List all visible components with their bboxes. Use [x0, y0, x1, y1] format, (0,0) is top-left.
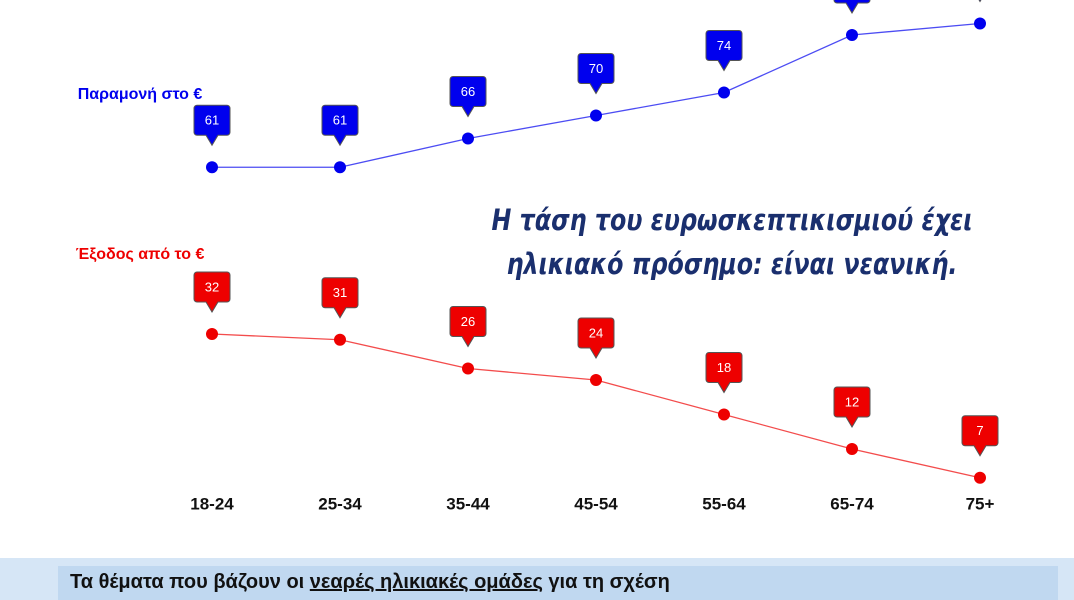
label-bubble [978, 0, 982, 3]
value-label: 66 [461, 84, 475, 99]
legend-label: Παραμονή στο € [78, 86, 203, 103]
value-label: 32 [205, 279, 219, 294]
x-tick-label: 35-44 [446, 494, 490, 513]
value-label: 18 [717, 360, 731, 375]
x-tick-label: 18-24 [190, 494, 234, 513]
footer-part: νεαρές ηλικιακές ομάδες [310, 571, 543, 593]
x-tick-label: 45-54 [574, 494, 618, 513]
footer-box [58, 566, 1058, 600]
footer-part: για τη σχέση [543, 571, 670, 593]
point [334, 333, 346, 346]
value-label: 26 [461, 314, 475, 329]
x-tick-label: 55-64 [702, 494, 746, 513]
value-label: 61 [205, 113, 219, 128]
value-label: 70 [589, 61, 603, 76]
value-label: 74 [717, 38, 731, 53]
label-bubble [449, 76, 487, 118]
label-bubble [193, 271, 231, 313]
point [462, 132, 474, 145]
x-tick-label: 65-74 [830, 494, 874, 513]
point [846, 443, 858, 455]
point [206, 328, 218, 340]
label-bubble [961, 415, 999, 457]
point [462, 362, 474, 375]
x-tick-label: 25-34 [318, 494, 362, 513]
annotation-line: ηλικιακό πρόσημο: είναι νεανική. [507, 248, 958, 282]
point [206, 161, 218, 174]
point [590, 109, 602, 122]
footer-text: Τα θέματα που βάζουν οι νεαρές ηλικιακές… [70, 571, 670, 593]
value-label: 61 [333, 113, 347, 128]
value-label: 12 [845, 394, 859, 409]
legend-label: Έξοδος από το € [76, 246, 205, 263]
x-tick-label: 75+ [966, 494, 995, 513]
point [974, 471, 986, 484]
value-label: 24 [589, 325, 603, 340]
point [590, 374, 602, 386]
point [718, 408, 730, 421]
label-bubble [449, 306, 487, 348]
label-bubble [705, 352, 743, 394]
label-bubble [577, 53, 615, 95]
point [334, 161, 346, 174]
label-bubble [833, 386, 871, 428]
point [846, 29, 858, 41]
point [718, 86, 730, 99]
annotation-line: Η τάση του ευρωσκεπτικισμιού έχει [491, 204, 972, 238]
series-line [212, 22, 981, 168]
label-bubble [321, 277, 359, 319]
point [974, 17, 986, 30]
label-bubble [577, 317, 615, 359]
value-label: 31 [333, 285, 347, 300]
footer-part: Τα θέματα που βάζουν οι [70, 571, 310, 593]
annotation: Η τάση του ευρωσκεπτικισμιού έχει ηλικια… [491, 204, 972, 282]
value-label: 7 [976, 423, 983, 438]
label-bubble [705, 30, 743, 72]
label-bubble [321, 104, 359, 147]
label-bubble [833, 0, 871, 14]
label-bubble [193, 104, 231, 147]
